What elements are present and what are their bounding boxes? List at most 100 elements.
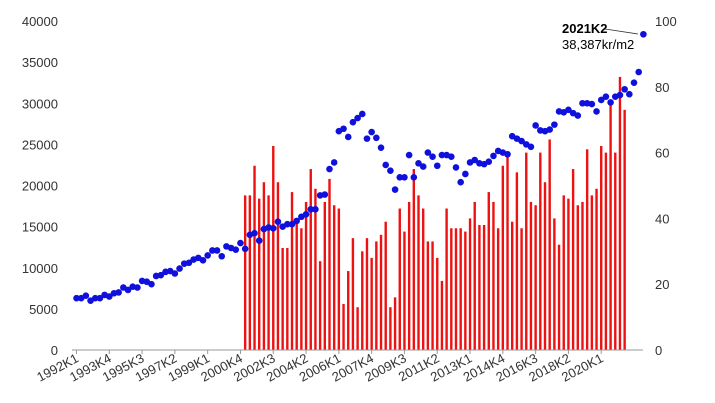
- bar: [281, 248, 284, 350]
- data-point: [490, 152, 497, 160]
- bar: [581, 201, 584, 350]
- data-point: [96, 294, 104, 302]
- data-point: [344, 133, 352, 141]
- annotation-label: 2021K2: [562, 21, 608, 36]
- bar: [407, 201, 411, 350]
- bar: [600, 146, 603, 350]
- y-right-tick-label: 60: [655, 146, 669, 161]
- bar: [398, 208, 401, 350]
- data-point: [433, 162, 441, 170]
- data-point: [410, 173, 418, 181]
- bar: [595, 188, 598, 350]
- data-point: [579, 99, 586, 107]
- bar: [389, 307, 392, 350]
- bar: [379, 234, 383, 350]
- bar: [342, 303, 345, 350]
- bar: [262, 182, 266, 350]
- data-point: [588, 100, 596, 108]
- bar: [393, 297, 397, 350]
- bar: [356, 307, 359, 350]
- data-point: [91, 294, 99, 302]
- data-point: [471, 156, 479, 164]
- y-left-tick-label: 20000: [22, 179, 58, 194]
- bar: [314, 188, 317, 350]
- x-axis: 1992K11993K41995K31997K21999K12000K42002…: [34, 350, 606, 385]
- bar: [384, 221, 387, 350]
- data-point: [527, 143, 535, 151]
- bar: [248, 195, 252, 350]
- data-point: [518, 137, 525, 145]
- data-point: [358, 110, 366, 118]
- y-axis-right: 0 20 40 60 80 100: [655, 14, 677, 358]
- bar: [450, 228, 453, 350]
- bar: [403, 231, 406, 350]
- bar: [417, 195, 420, 350]
- bar: [412, 169, 416, 350]
- bar: [553, 218, 556, 350]
- bar: [525, 152, 528, 350]
- bar: [539, 152, 542, 350]
- y-right-tick-label: 80: [655, 80, 669, 95]
- data-point: [73, 294, 80, 302]
- bar: [361, 251, 364, 350]
- data-point: [134, 284, 141, 291]
- y-left-tick-label: 10000: [22, 261, 58, 276]
- data-point: [391, 186, 399, 193]
- bar: [459, 228, 462, 350]
- bar: [290, 192, 294, 350]
- bar: [506, 152, 509, 350]
- bar: [543, 182, 547, 350]
- data-point: [148, 280, 155, 288]
- data-point: [321, 191, 329, 198]
- bar: [286, 248, 289, 350]
- data-point: [284, 220, 291, 228]
- bar: [337, 208, 341, 350]
- data-point: [204, 252, 211, 259]
- data-point: [621, 85, 628, 93]
- bar: [365, 238, 369, 350]
- data-point: [237, 239, 244, 247]
- data-point: [209, 247, 216, 254]
- data-point: [124, 286, 132, 294]
- data-point: [640, 30, 647, 38]
- bar: [464, 231, 467, 350]
- y-left-tick-label: 15000: [22, 220, 58, 235]
- bar: [328, 178, 331, 350]
- bar: [332, 205, 336, 350]
- data-point: [307, 206, 315, 213]
- y-left-tick-label: 0: [51, 343, 58, 358]
- data-point: [199, 257, 207, 264]
- data-point: [274, 218, 282, 225]
- y-axis-left: 0 5000 10000 15000 20000 25000 30000 35000 40000: [22, 14, 58, 358]
- bar: [529, 201, 533, 350]
- bar-series: [243, 76, 626, 351]
- data-point: [330, 159, 338, 166]
- data-point: [452, 164, 460, 171]
- bar: [351, 238, 355, 350]
- bar: [614, 152, 617, 350]
- data-point: [377, 144, 385, 151]
- bar: [496, 228, 500, 350]
- data-point: [448, 153, 455, 161]
- data-point: [354, 114, 361, 122]
- data-point: [213, 247, 221, 254]
- data-point: [115, 289, 122, 296]
- data-point: [157, 271, 165, 279]
- bar: [515, 172, 519, 350]
- data-point: [626, 90, 633, 98]
- data-point: [293, 217, 300, 225]
- y-left-tick-label: 35000: [22, 55, 58, 70]
- data-point: [635, 68, 642, 76]
- bar: [318, 261, 322, 350]
- y-left-tick-label: 5000: [29, 302, 58, 317]
- bar: [501, 165, 505, 350]
- data-point: [269, 224, 277, 232]
- data-point: [607, 99, 614, 106]
- data-point: [565, 106, 572, 114]
- data-point: [485, 158, 493, 165]
- bar: [609, 103, 612, 350]
- bar: [604, 152, 608, 350]
- data-point: [429, 153, 436, 161]
- annotation-callout: 2021K2 38,387kr/m2: [562, 21, 639, 52]
- annotation-leader: [604, 28, 639, 35]
